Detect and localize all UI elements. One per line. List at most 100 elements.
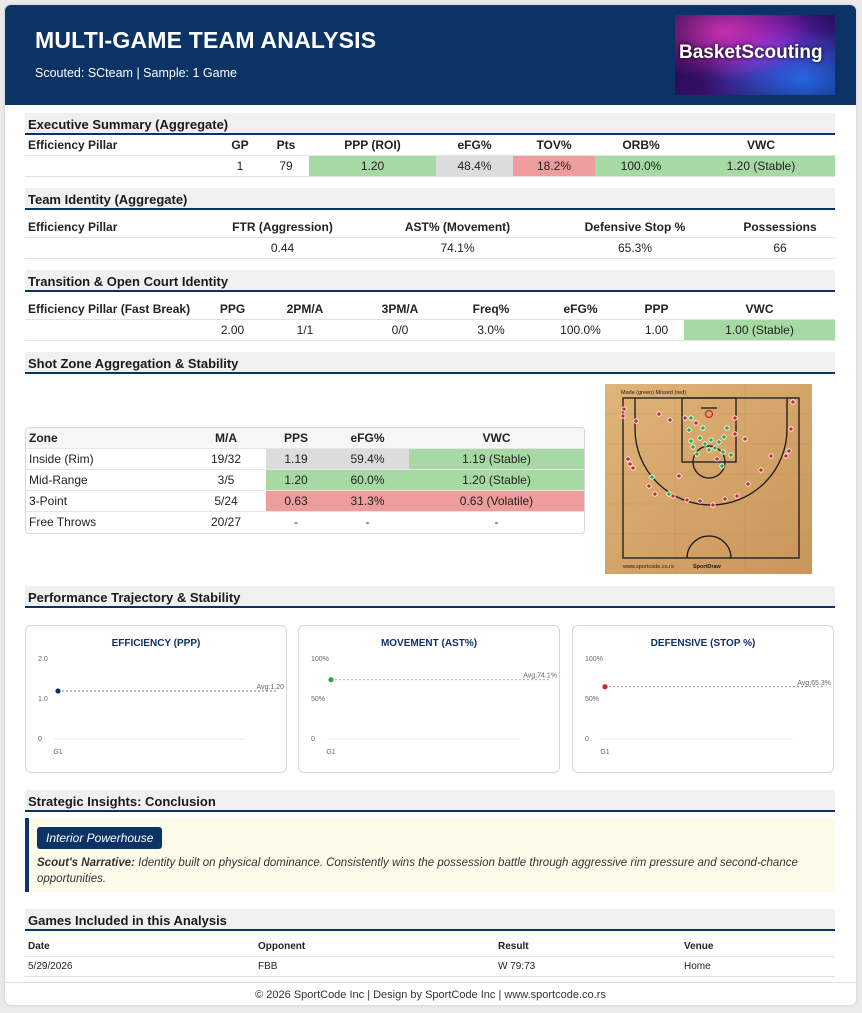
y-tick-label: 100% — [585, 656, 603, 663]
col-header: VWC — [745, 302, 774, 316]
col-header: 3PM/A — [381, 302, 419, 316]
brand-logo: BasketScouting — [675, 15, 835, 95]
identity-value-row: 0.44 74.1% 65.3% 66 — [25, 238, 835, 259]
zone-pps: 1.20 — [266, 470, 326, 490]
col-header: FTR (Aggression) — [232, 220, 333, 234]
zone-name: 3-Point — [29, 494, 68, 508]
zone-row: Inside (Rim) 19/32 1.19 59.4% 1.19 (Stab… — [26, 449, 584, 470]
defensive-chart: DEFENSIVE (STOP %) 100% 50% 0 G1 Avg:65.3% — [572, 625, 834, 773]
y-tick-label: 50% — [585, 696, 599, 703]
game-opponent: FBB — [258, 961, 278, 972]
points-value: 79 — [279, 159, 293, 173]
court-url: www.sportcode.co.rs — [622, 564, 674, 570]
y-tick-label: 0 — [311, 736, 315, 743]
average-label: Avg:65.3% — [797, 680, 831, 687]
ppp-value: 1.00 — [644, 323, 669, 337]
y-tick-label: 0 — [38, 736, 42, 743]
zone-vwc: 1.19 (Stable) — [409, 449, 584, 469]
zone-name: Free Throws — [29, 515, 97, 529]
executive-value-row: 1 79 1.20 48.4% 18.2% 100.0% 1.20 (Stabl… — [25, 156, 835, 177]
zone-row: Mid-Range 3/5 1.20 60.0% 1.20 (Stable) — [26, 470, 584, 491]
col-header: Efficiency Pillar — [28, 220, 118, 234]
zone-efg: - — [365, 515, 370, 529]
identity-badge: Interior Powerhouse — [37, 827, 163, 849]
zone-name: Inside (Rim) — [29, 452, 94, 466]
vwc-value: 1.00 (Stable) — [684, 320, 835, 340]
3pm-value: 0/0 — [391, 323, 409, 337]
col-header: PPP — [644, 302, 669, 316]
brand-logo-text: BasketScouting — [679, 42, 823, 63]
tov-value: 18.2% — [513, 156, 595, 176]
cell — [25, 156, 205, 176]
zone-ma: 5/24 — [214, 494, 238, 508]
movement-chart: MOVEMENT (AST%) 100% 50% 0 G1 Avg:74.1% — [298, 625, 560, 773]
court-brand: SportDraw — [693, 564, 722, 570]
zone-pps: 1.19 — [266, 449, 326, 469]
zone-vwc: 1.20 (Stable) — [409, 470, 584, 490]
ppp-value: 1.20 — [309, 156, 436, 176]
ftr-value: 0.44 — [270, 241, 295, 255]
team-identity-title: Team Identity (Aggregate) — [25, 188, 835, 210]
x-tick-label: G1 — [53, 749, 62, 756]
col-header: M/A — [215, 431, 237, 445]
y-tick-label: 0 — [585, 736, 589, 743]
zone-efg: 60.0% — [326, 470, 409, 490]
col-header: Pts — [276, 138, 296, 152]
efficiency-chart: EFFICIENCY (PPP) 2.0 1.0 0 G1 Avg:1.20 — [25, 625, 287, 773]
2pm-value: 1/1 — [296, 323, 314, 337]
col-header: PPP (ROI) — [344, 138, 401, 152]
ast-value: 74.1% — [440, 241, 475, 255]
col-header: Defensive Stop % — [584, 220, 686, 234]
vwc-value: 1.20 (Stable) — [687, 156, 835, 176]
identity-header-row: Efficiency Pillar FTR (Aggression) AST% … — [25, 217, 835, 238]
data-point — [55, 688, 61, 694]
chart-title: MOVEMENT (AST%) — [380, 638, 478, 649]
y-tick-label: 2.0 — [38, 656, 48, 663]
zone-ma: 3/5 — [217, 473, 235, 487]
col-header: Date — [28, 941, 50, 952]
zone-row: Free Throws 20/27 - - - — [26, 512, 584, 533]
ppg-value: 2.00 — [220, 323, 245, 337]
chart-plot: 100% 50% 0 G1 Avg:65.3% — [585, 656, 831, 756]
shot-zone-table: Zone M/A PPS eFG% VWC Inside (Rim) 19/32… — [25, 427, 585, 534]
zone-vwc: 0.63 (Volatile) — [409, 491, 584, 511]
efg-value: 48.4% — [436, 156, 513, 176]
games-title: Games Included in this Analysis — [25, 909, 835, 931]
report-card: MULTI-GAME TEAM ANALYSIS Scouted: SCteam… — [5, 5, 856, 1005]
col-header: ORB% — [622, 138, 660, 152]
zone-pps: 0.63 — [266, 491, 326, 511]
data-point — [602, 684, 608, 690]
stop-value: 65.3% — [617, 241, 653, 255]
freq-value: 3.0% — [477, 323, 505, 337]
data-point — [328, 677, 334, 683]
chart-title: DEFENSIVE (STOP %) — [650, 638, 756, 649]
games-played-value: 1 — [236, 159, 244, 173]
col-header: TOV% — [536, 138, 572, 152]
trajectory-title: Performance Trajectory & Stability — [25, 586, 835, 608]
transition-title: Transition & Open Court Identity — [25, 270, 835, 292]
zone-header-row: Zone M/A PPS eFG% VWC — [26, 428, 584, 449]
col-header: Possessions — [743, 220, 817, 234]
col-header: eFG% — [350, 431, 385, 445]
col-header: Result — [498, 941, 529, 952]
zone-ma: 19/32 — [210, 452, 242, 466]
chart-plot: 100% 50% 0 G1 Avg:74.1% — [311, 656, 557, 756]
average-label: Avg:1.20 — [256, 684, 284, 691]
zone-pps: - — [294, 515, 298, 529]
report-header: MULTI-GAME TEAM ANALYSIS Scouted: SCteam… — [5, 5, 856, 105]
transition-header-row: Efficiency Pillar (Fast Break) PPG 2PM/A… — [25, 299, 835, 320]
zone-efg: 59.4% — [326, 449, 409, 469]
executive-header-row: Efficiency Pillar GP Pts PPP (ROI) eFG% … — [25, 135, 835, 156]
game-row: 5/29/2026 FBB W 79:73 Home — [25, 957, 835, 977]
insights-title: Strategic Insights: Conclusion — [25, 790, 835, 812]
col-header: Freq% — [472, 302, 510, 316]
chart-title: EFFICIENCY (PPP) — [111, 638, 201, 649]
insight-panel: Interior Powerhouse Scout's Narrative: I… — [25, 818, 835, 892]
y-tick-label: 100% — [311, 656, 329, 663]
col-header: eFG% — [563, 302, 598, 316]
report-subtitle: Scouted: SCteam | Sample: 1 Game — [35, 66, 237, 80]
game-result: W 79:73 — [498, 961, 536, 972]
page-footer: © 2026 SportCode Inc | Design by SportCo… — [5, 982, 856, 1005]
col-header: Efficiency Pillar — [28, 138, 118, 152]
cell — [25, 238, 205, 258]
